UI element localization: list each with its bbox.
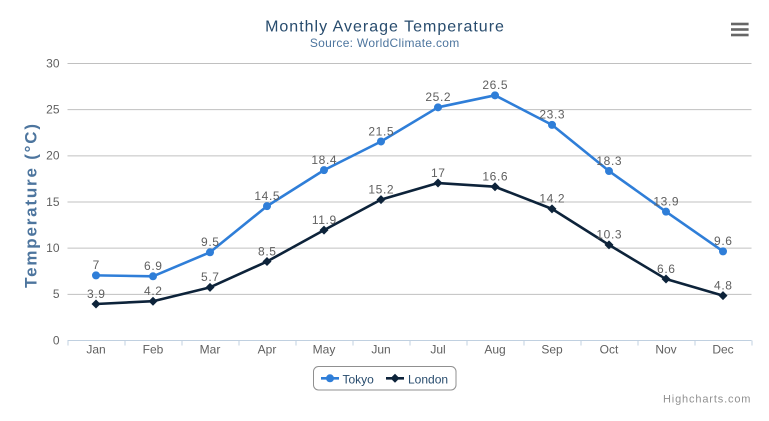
svg-text:15.2: 15.2 <box>368 182 394 196</box>
svg-text:0: 0 <box>53 333 60 347</box>
svg-text:9.6: 9.6 <box>714 234 732 248</box>
svg-text:15: 15 <box>46 195 60 209</box>
svg-text:Jan: Jan <box>86 343 105 357</box>
svg-text:10.3: 10.3 <box>596 228 622 242</box>
svg-text:Apr: Apr <box>258 343 277 357</box>
svg-text:6.9: 6.9 <box>144 259 162 273</box>
svg-text:23.3: 23.3 <box>539 108 565 122</box>
svg-text:Source: WorldClimate.com: Source: WorldClimate.com <box>310 36 460 50</box>
svg-text:Tokyo: Tokyo <box>343 373 375 387</box>
svg-text:18.4: 18.4 <box>311 153 337 167</box>
svg-text:5: 5 <box>53 287 60 301</box>
svg-text:3.9: 3.9 <box>87 287 105 301</box>
svg-text:Jun: Jun <box>371 343 390 357</box>
svg-text:8.5: 8.5 <box>258 244 276 258</box>
svg-text:4.8: 4.8 <box>714 278 732 292</box>
svg-text:14.2: 14.2 <box>539 192 565 206</box>
svg-text:Feb: Feb <box>143 343 164 357</box>
svg-text:Nov: Nov <box>655 343 676 357</box>
svg-text:9.5: 9.5 <box>201 235 219 249</box>
svg-text:21.5: 21.5 <box>368 124 394 138</box>
svg-text:25: 25 <box>46 103 60 117</box>
svg-text:14.5: 14.5 <box>254 189 280 203</box>
svg-text:18.3: 18.3 <box>596 154 622 168</box>
svg-text:Sep: Sep <box>541 343 563 357</box>
svg-text:25.2: 25.2 <box>425 90 451 104</box>
svg-text:16.6: 16.6 <box>482 170 508 184</box>
svg-text:4.2: 4.2 <box>144 284 162 298</box>
svg-text:17: 17 <box>431 166 446 180</box>
svg-text:Aug: Aug <box>484 343 505 357</box>
svg-text:30: 30 <box>46 56 60 70</box>
svg-text:11.9: 11.9 <box>312 213 337 227</box>
svg-text:13.9: 13.9 <box>653 194 679 208</box>
svg-text:Temperature (°C): Temperature (°C) <box>21 122 40 288</box>
svg-text:26.5: 26.5 <box>482 78 508 92</box>
svg-text:20: 20 <box>46 149 60 163</box>
svg-text:Highcharts.com: Highcharts.com <box>663 394 751 406</box>
svg-text:Oct: Oct <box>600 343 619 357</box>
svg-text:London: London <box>408 373 448 387</box>
svg-text:Dec: Dec <box>712 343 733 357</box>
svg-text:Monthly Average Temperature: Monthly Average Temperature <box>265 19 505 36</box>
svg-text:7: 7 <box>93 258 100 272</box>
svg-text:May: May <box>313 343 336 357</box>
svg-text:5.7: 5.7 <box>201 270 219 284</box>
svg-text:Jul: Jul <box>430 343 445 357</box>
svg-text:6.6: 6.6 <box>657 262 675 276</box>
svg-text:10: 10 <box>46 241 60 255</box>
svg-text:Mar: Mar <box>200 343 221 357</box>
